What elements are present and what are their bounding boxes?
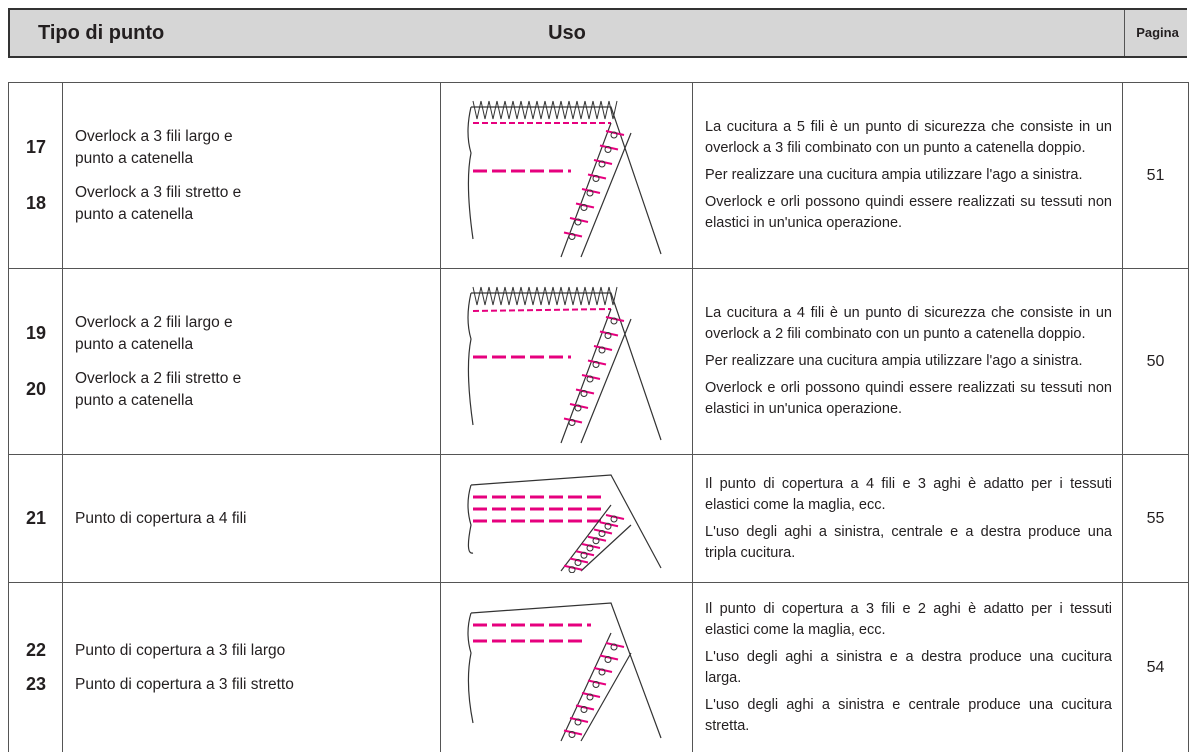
stitch-name-line: Punto di copertura a 4 fili [75,509,247,527]
stitch-item: 17 Overlock a 3 fili largo e punto a caten… [9,126,440,170]
use-paragraph: Per realizzare una cucitura ampia utiliz… [705,167,1083,183]
use-paragraph: Overlock e orli possono quindi essere re… [705,380,1112,417]
stitch-item: 22 Punto di copertura a 3 fili largo [9,640,440,662]
stitch-name-line: Overlock a 3 fili stretto e [75,183,242,201]
stitch-item: 18 Overlock a 3 fili stretto e punto a cat… [9,182,440,226]
stitch-illustration [467,474,662,573]
stitch-illustration [467,602,662,742]
table-row: 17 Overlock a 3 fili largo e punto a caten… [8,82,1189,268]
stitch-name-line: punto a catenella [75,205,194,223]
image-cell [440,83,692,268]
use-cell: Il punto di copertura a 3 fili e 2 aghi … [692,583,1122,752]
stitch-name: Punto di copertura a 4 fili [63,508,246,530]
stitch-name-line: Punto di copertura a 3 fili largo [75,641,286,659]
stitch-number: 17 [25,137,47,157]
use-cell: La cucitura a 4 fili è un punto di sicur… [692,269,1122,454]
use-paragraph: Il punto di copertura a 4 fili e 3 aghi … [705,475,1112,513]
header-stitch-type: Tipo di punto [38,22,165,44]
column-divider [62,82,63,752]
image-cell [440,583,692,752]
table-row: 19 Overlock a 2 fili largo e punto a caten… [8,268,1189,454]
stitch-name-line: Punto di copertura a 3 fili stretto [75,675,294,693]
stitch-name: Overlock a 2 fili stretto e punto a caten… [63,368,241,412]
use-paragraph: Per realizzare una cucitura ampia utiliz… [705,353,1083,369]
stitch-name: Overlock a 2 fili largo e punto a catenel… [63,312,233,356]
stitch-number: 22 [25,640,47,660]
use-cell: Il punto di copertura a 4 fili e 3 aghi … [692,455,1122,582]
stitch-name: Overlock a 3 fili stretto e punto a caten… [63,182,241,226]
page-number: 54 [1122,583,1189,752]
stitch-item: 23 Punto di copertura a 3 fili stretto [9,674,440,696]
stitch-number: 19 [25,323,47,343]
header-use: Uso [548,22,586,44]
stitch-illustration [467,286,662,444]
image-cell [440,269,692,454]
use-paragraph: L'uso degli aghi a sinistra e a destra p… [705,648,1112,686]
name-cell: 17 Overlock a 3 fili largo e punto a caten… [8,83,440,268]
stitch-number: 23 [25,674,47,694]
stitch-name: Punto di copertura a 3 fili largo [63,640,285,662]
use-paragraph: La cucitura a 5 fili è un punto di sicur… [705,119,1112,156]
stitch-number: 18 [25,193,47,213]
use-paragraph: La cucitura a 4 fili è un punto di sicur… [705,305,1112,342]
stitch-item: 19 Overlock a 2 fili largo e punto a caten… [9,312,440,356]
name-cell: 19 Overlock a 2 fili largo e punto a caten… [8,269,440,454]
stitch-number: 20 [25,379,47,399]
table-row: 21 Punto di copertura a 4 fili Il punto di… [8,454,1189,582]
stitch-illustration [467,100,662,258]
image-cell [440,455,692,582]
use-paragraph: Il punto di copertura a 3 fili e 2 aghi … [705,600,1112,638]
stitch-item: 20 Overlock a 2 fili stretto e punto a cat… [9,368,440,412]
stitch-name-line: Overlock a 2 fili stretto e [75,369,242,387]
stitch-name-line: punto a catenella [75,391,194,409]
page-number: 50 [1122,269,1189,454]
stitch-number: 21 [25,508,47,528]
use-paragraph: L'uso degli aghi a sinistra, centrale e … [705,523,1112,561]
table-row: 22 Punto di copertura a 3 fili largo 23 Pun… [8,582,1189,752]
page-number: 55 [1122,455,1189,582]
use-cell: La cucitura a 5 fili è un punto di sicur… [692,83,1122,268]
stitch-name-line: punto a catenella [75,335,194,353]
stitch-name: Punto di copertura a 3 fili stretto [63,674,294,696]
stitch-name: Overlock a 3 fili largo e punto a catenel… [63,126,233,170]
page-number: 51 [1122,83,1189,268]
stitch-name-line: punto a catenella [75,149,194,167]
name-cell: 21 Punto di copertura a 4 fili [8,455,440,582]
stitch-item: 21 Punto di copertura a 4 fili [9,508,440,530]
use-paragraph: L'uso degli aghi a sinistra e centrale p… [705,696,1112,734]
stitch-name-line: Overlock a 3 fili largo e [75,127,233,145]
stitch-name-line: Overlock a 2 fili largo e [75,313,233,331]
header-bar: Tipo di punto Uso Pagina [8,8,1187,58]
use-paragraph: Overlock e orli possono quindi essere re… [705,194,1112,231]
header-page: Pagina [1124,10,1189,56]
name-cell: 22 Punto di copertura a 3 fili largo 23 Pun… [8,583,440,752]
